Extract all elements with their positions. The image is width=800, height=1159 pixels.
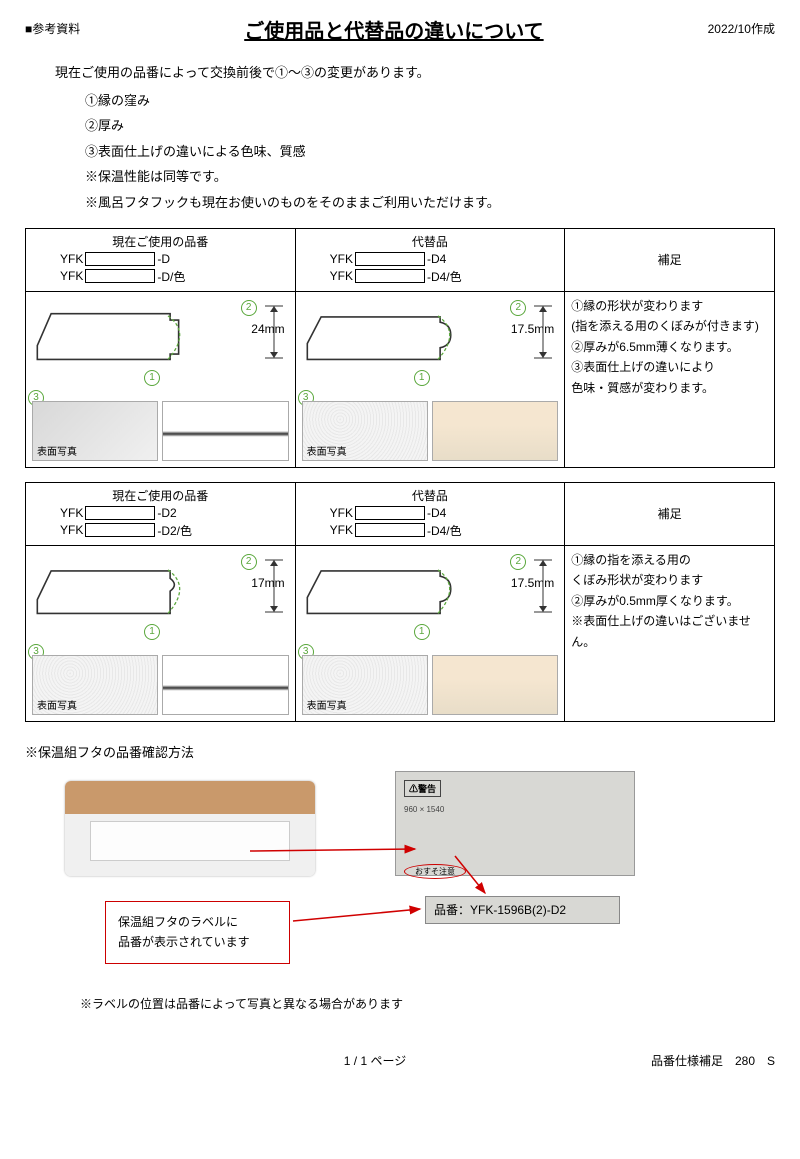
- code-box: [85, 523, 155, 537]
- warn-label: ⚠警告: [404, 780, 441, 797]
- note-line: くぼみ形状が変わります: [571, 570, 768, 590]
- diagram-cell: 2 24mm 1 3 表面写真: [26, 292, 295, 467]
- bath-cover: [90, 821, 290, 861]
- code-box: [355, 252, 425, 266]
- intro-item: ③表面仕上げの違いによる色味、質感: [85, 140, 775, 163]
- photo-caption: 表面写真: [307, 443, 347, 458]
- footer: 1 / 1 ページ 品番仕様補足 280 S: [25, 1052, 775, 1069]
- photo-row: 表面写真: [32, 401, 289, 461]
- code-box: [355, 523, 425, 537]
- oval-marker: おすそ注意: [404, 864, 466, 879]
- code-line: YFK -D/色: [60, 268, 289, 285]
- col-current: 現在ご使用の品番 YFK -D YFK -D/色: [26, 228, 296, 291]
- col-alt: 代替品 YFK -D4 YFK -D4/色: [295, 228, 565, 291]
- code-line: YFK -D4/色: [330, 522, 559, 539]
- photo-row: 表面写真: [32, 655, 289, 715]
- intro-lead: 現在ご使用の品番によって交換前後で①～③の変更があります。: [55, 62, 775, 81]
- code-box: [85, 269, 155, 283]
- label-zoom: 品番： YFK-1596B(2)-D2: [425, 896, 620, 924]
- col-current: 現在ご使用の品番 YFK -D2 YFK -D2/色: [26, 482, 296, 545]
- surface-photo: 表面写真: [32, 655, 158, 715]
- code-box: [355, 506, 425, 520]
- marker-2: 2: [241, 300, 257, 316]
- bath-photo: [65, 781, 315, 876]
- code-box: [85, 506, 155, 520]
- code-box: [85, 252, 155, 266]
- footer-right: 品番仕様補足 280 S: [605, 1052, 775, 1069]
- note-box: 保温組フタのラベルに 品番が表示されています: [105, 901, 290, 964]
- example-code: YFK-1596B(2)-D2: [470, 903, 566, 917]
- code-line: YFK -D: [60, 252, 289, 266]
- marker-2: 2: [510, 554, 526, 570]
- hand-photo: [432, 401, 558, 461]
- notes-cell: ①縁の形状が変わります(指を添える用のくぼみが付きます)②厚みが6.5mm薄くな…: [565, 291, 775, 467]
- code-line: YFK -D4/色: [330, 268, 559, 285]
- note-line: ③表面仕上げの違いにより: [571, 357, 768, 377]
- code-line: YFK -D4: [330, 252, 559, 266]
- marker-1: 1: [144, 624, 160, 640]
- code-line: YFK -D4: [330, 506, 559, 520]
- check-area: ⚠警告 960 × 1540 おすそ注意 品番： YFK-1596B(2)-D2…: [25, 771, 775, 991]
- intro-item: ②厚み: [85, 114, 775, 137]
- page-number: 1 / 1 ページ: [145, 1052, 605, 1069]
- edge-photo: [162, 401, 288, 461]
- date-label: 2022/10作成: [708, 20, 775, 37]
- notes-cell: ①縁の指を添える用のくぼみ形状が変わります②厚みが0.5mm厚くなります。※表面…: [565, 545, 775, 721]
- note-line: ②厚みが0.5mm厚くなります。: [571, 591, 768, 611]
- photo-caption: 表面写真: [37, 443, 77, 458]
- label-photo: ⚠警告 960 × 1540 おすそ注意: [395, 771, 635, 876]
- intro-item: ①縁の窪み: [85, 89, 775, 112]
- comparison-table: 現在ご使用の品番 YFK -D2 YFK -D2/色 代替品 YFK -D4 Y…: [25, 482, 775, 722]
- code-line: YFK -D2: [60, 506, 289, 520]
- note-line: ①縁の形状が変わります: [571, 296, 768, 316]
- diagram-cell: 2 17.5mm 1 3 表面写真: [296, 292, 565, 467]
- intro-item: ※保温性能は同等です。: [85, 165, 775, 188]
- header: ■参考資料 ご使用品と代替品の違いについて 2022/10作成: [25, 20, 775, 44]
- note-line: 色味・質感が変わります。: [571, 378, 768, 398]
- check-title: ※保温組フタの品番確認方法: [25, 742, 775, 761]
- marker-1: 1: [144, 370, 160, 386]
- marker-1: 1: [414, 624, 430, 640]
- page-title: ご使用品と代替品の違いについて: [244, 15, 543, 44]
- code-line: YFK -D2/色: [60, 522, 289, 539]
- note-line: 保温組フタのラベルに: [118, 912, 277, 932]
- surface-photo: 表面写真: [302, 655, 428, 715]
- marker-1: 1: [414, 370, 430, 386]
- note-line: ※表面仕上げの違いはございません。: [571, 611, 768, 652]
- photo-row: 表面写真: [302, 655, 559, 715]
- note-line: ②厚みが6.5mm薄くなります。: [571, 337, 768, 357]
- code-box: [355, 269, 425, 283]
- intro-list: ①縁の窪み ②厚み ③表面仕上げの違いによる色味、質感 ※保温性能は同等です。 …: [85, 89, 775, 214]
- comparison-table: 現在ご使用の品番 YFK -D YFK -D/色 代替品 YFK -D4 YFK…: [25, 228, 775, 468]
- code-label: 品番：: [434, 901, 470, 918]
- note-line: (指を添える用のくぼみが付きます): [571, 316, 768, 336]
- edge-photo: [162, 655, 288, 715]
- note-line: 品番が表示されています: [118, 932, 277, 952]
- col-note: 補足: [565, 482, 775, 545]
- diagram-cell: 2 17.5mm 1 3 表面写真: [296, 546, 565, 721]
- col-alt: 代替品 YFK -D4 YFK -D4/色: [295, 482, 565, 545]
- col-note: 補足: [565, 228, 775, 291]
- photo-caption: 表面写真: [37, 697, 77, 712]
- marker-2: 2: [510, 300, 526, 316]
- note-line: ①縁の指を添える用の: [571, 550, 768, 570]
- intro-item: ※風呂フタフックも現在お使いのものをそのままご利用いただけます。: [85, 191, 775, 214]
- marker-2: 2: [241, 554, 257, 570]
- photo-caption: 表面写真: [307, 697, 347, 712]
- hand-photo: [432, 655, 558, 715]
- photo-row: 表面写真: [302, 401, 559, 461]
- check-footnote: ※ラベルの位置は品番によって写真と異なる場合があります: [80, 995, 775, 1012]
- surface-photo: 表面写真: [32, 401, 158, 461]
- diagram-cell: 2 17mm 1 3 表面写真: [26, 546, 295, 721]
- ref-label: ■参考資料: [25, 20, 80, 37]
- surface-photo: 表面写真: [302, 401, 428, 461]
